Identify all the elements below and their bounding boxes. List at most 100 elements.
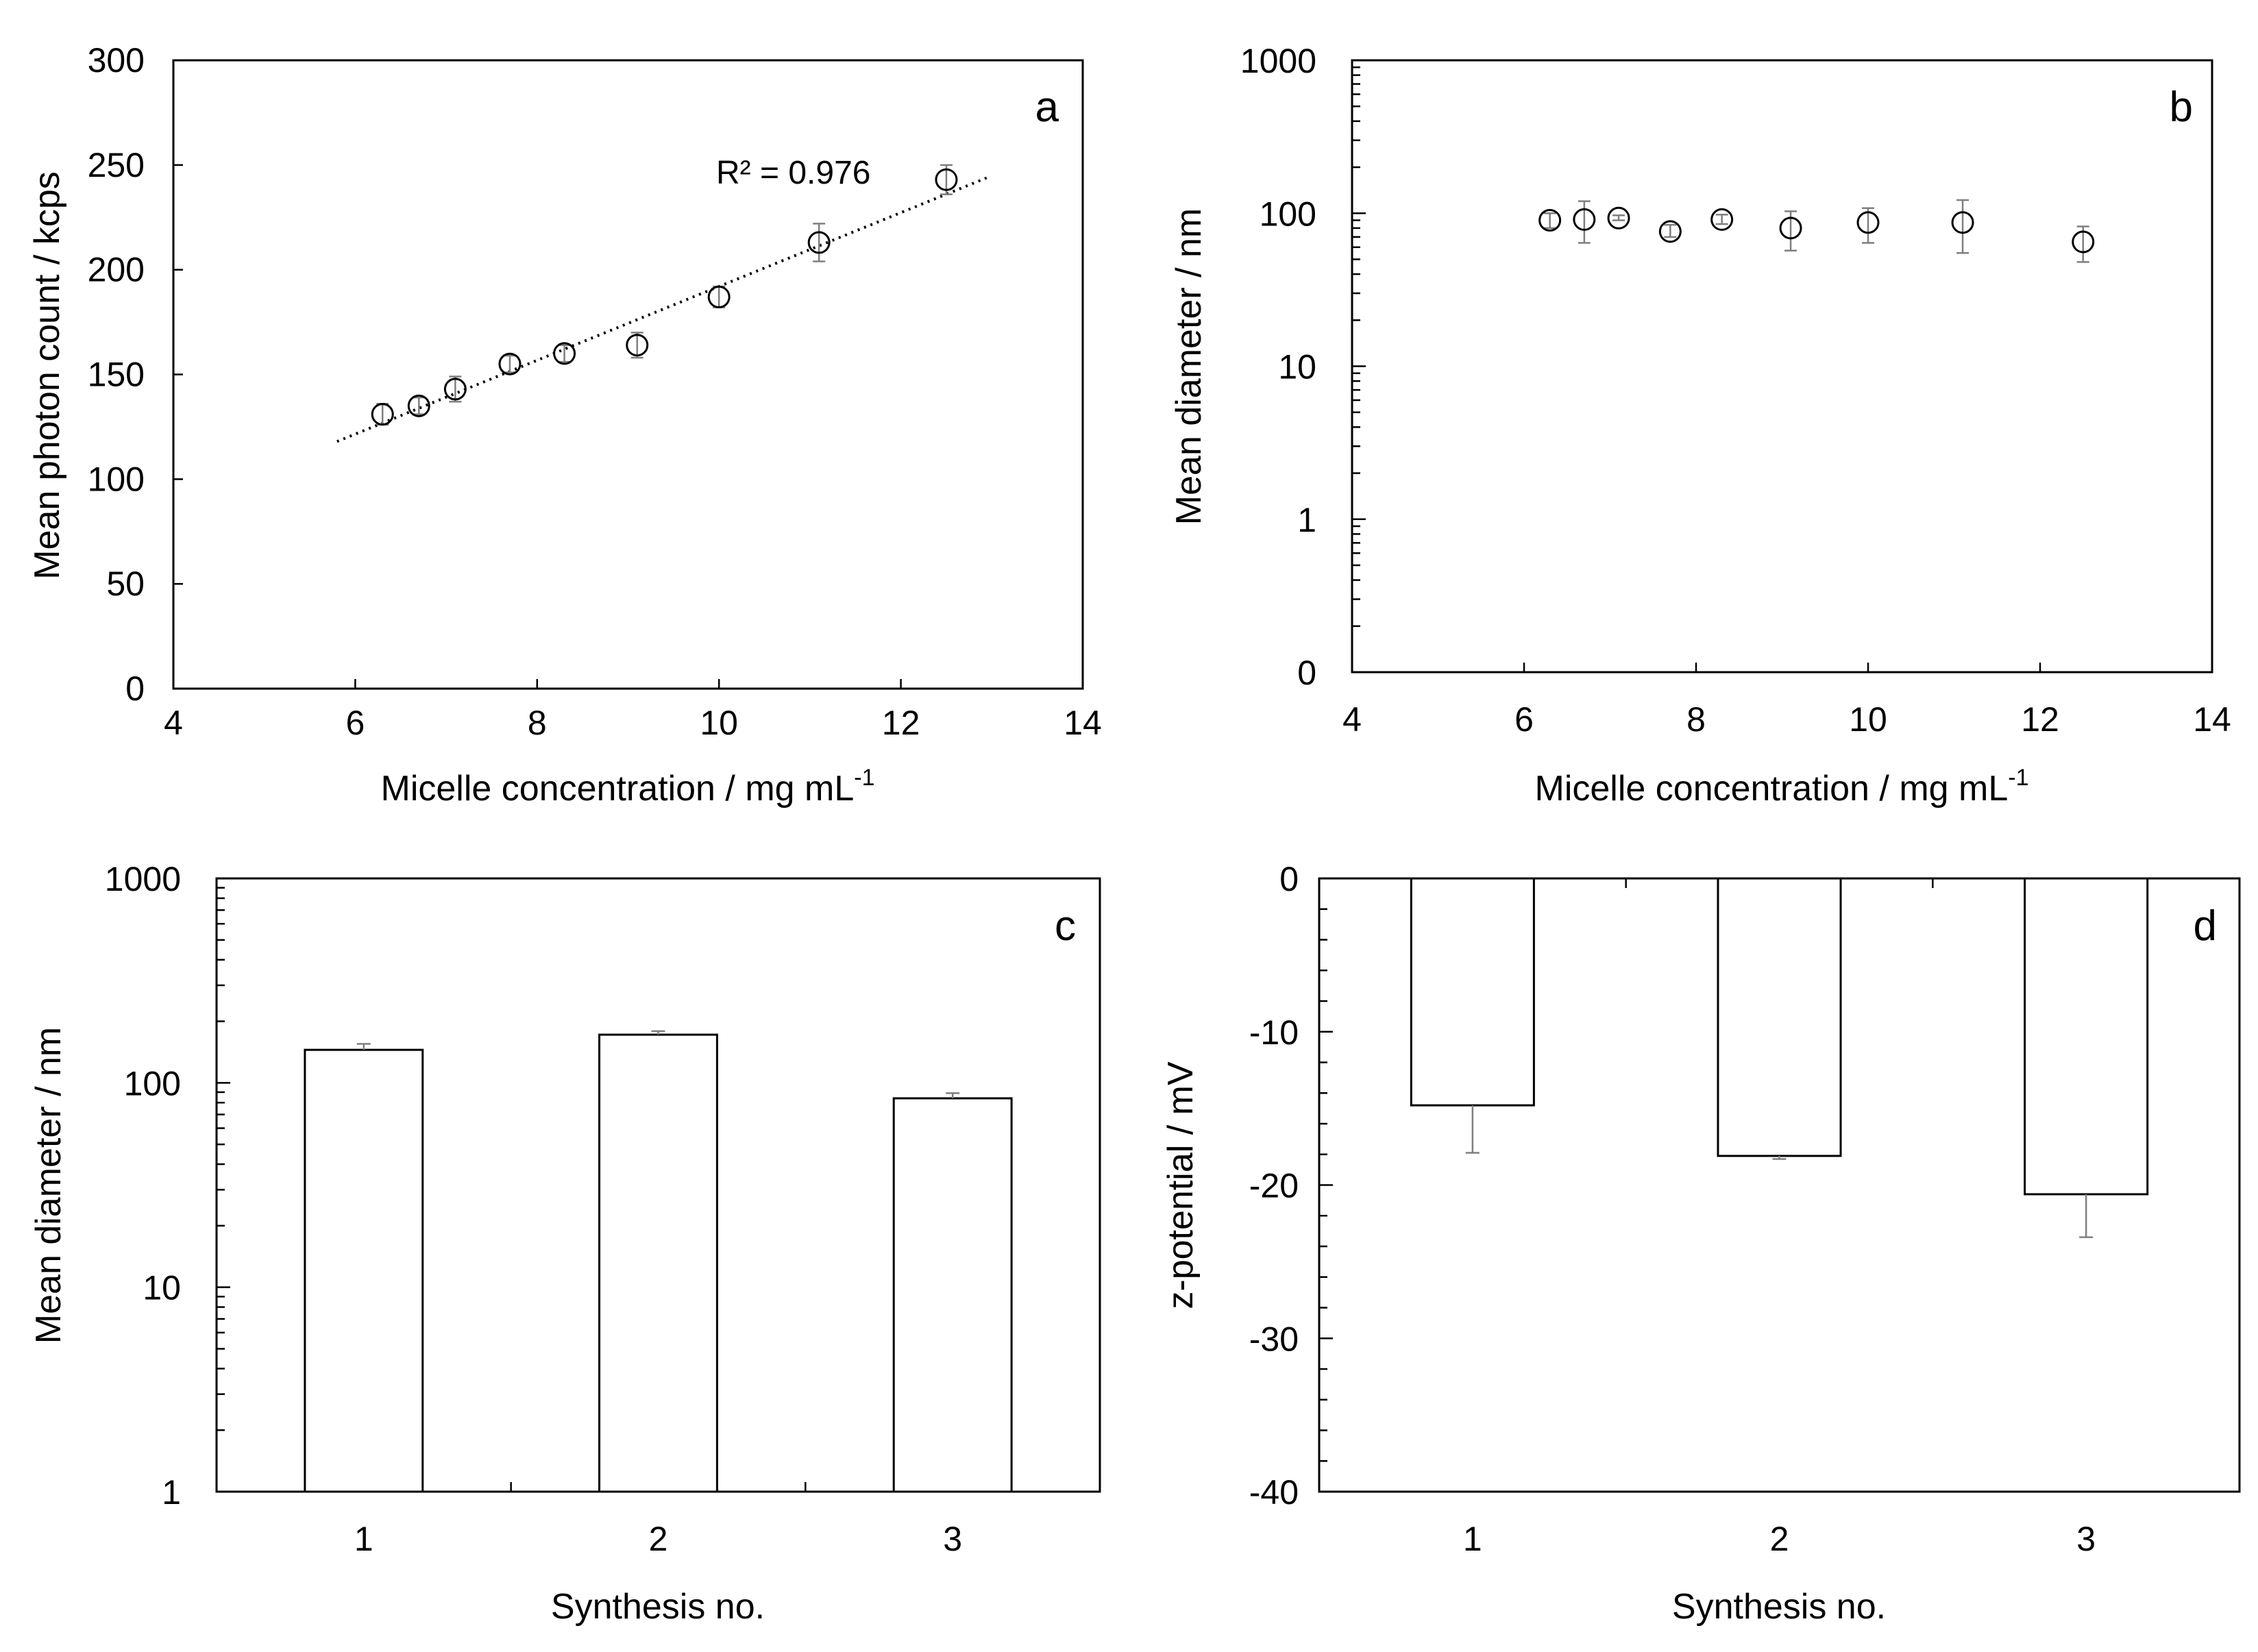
y-tick-label: 300 bbox=[88, 41, 145, 79]
x-tick-label: 6 bbox=[1514, 700, 1534, 739]
y-tick-label: 200 bbox=[88, 251, 145, 289]
panel-b-x-axis-label: Micelle concentration / mg mL-1 bbox=[1535, 765, 2029, 809]
panel-a-x-axis-label-sup: -1 bbox=[854, 765, 874, 791]
bar bbox=[304, 1048, 424, 1493]
data-point bbox=[935, 168, 958, 191]
data-point bbox=[626, 334, 649, 357]
panel-d: 0 -10 -20 -30 -40 1 2 3 d Synthesis no. z-pote… bbox=[1161, 860, 2241, 1627]
x-tick-label: 14 bbox=[1064, 704, 1102, 742]
panel-b-plot-frame bbox=[1351, 59, 2213, 674]
panel-a-y-ticks: 0 50 100 150 200 250 300 bbox=[88, 41, 183, 708]
panel-b-data-points bbox=[1538, 199, 2095, 263]
panel-d-y-ticks: 0 -10 -20 -30 -40 bbox=[1249, 860, 1333, 1512]
panel-a-plot-frame bbox=[172, 59, 1084, 690]
y-tick-label: -10 bbox=[1249, 1013, 1299, 1052]
x-tick-label: 4 bbox=[1342, 700, 1362, 739]
bar bbox=[1410, 877, 1535, 1107]
panel-a-r-squared-annotation: R² = 0.976 bbox=[716, 155, 870, 191]
trendline bbox=[336, 176, 988, 443]
panel-d-x-axis-label: Synthesis no. bbox=[1672, 1587, 1886, 1627]
data-point bbox=[1856, 211, 1880, 234]
panel-c-x-ticks: 1 2 3 bbox=[354, 1482, 962, 1558]
panel-c: 1 10 100 1000 1 2 3 c Synthesis no. Mean diam… bbox=[29, 860, 1101, 1627]
panel-c-y-axis-label: Mean diameter / nm bbox=[29, 1027, 69, 1344]
x-tick-label: 12 bbox=[2021, 700, 2059, 739]
y-tick-label: 250 bbox=[88, 146, 145, 184]
x-tick-label: 10 bbox=[700, 704, 738, 742]
data-point bbox=[1573, 208, 1596, 231]
y-tick-label: 0 bbox=[125, 669, 145, 708]
panel-d-letter: d bbox=[2194, 902, 2217, 950]
panel-b: 4 6 8 10 12 14 0 1 10 100 1000 b Micelle concentr… bbox=[1169, 42, 2231, 809]
bar bbox=[2024, 877, 2149, 1196]
data-point bbox=[498, 352, 521, 375]
x-tick-label: 8 bbox=[1686, 700, 1706, 739]
panel-d-x-ticks: 1 2 3 bbox=[1463, 878, 2096, 1558]
x-tick-label: 3 bbox=[943, 1520, 962, 1558]
y-tick-label: 10 bbox=[143, 1269, 181, 1307]
data-point bbox=[2072, 230, 2095, 254]
data-point bbox=[1658, 220, 1682, 243]
panel-c-bars bbox=[304, 1030, 1013, 1493]
data-point bbox=[407, 394, 430, 417]
panel-d-y-axis-label: z-potential / mV bbox=[1161, 1061, 1201, 1309]
x-tick-label: 8 bbox=[528, 704, 547, 742]
y-tick-label: -30 bbox=[1249, 1320, 1299, 1358]
panel-a-trend-group bbox=[336, 176, 988, 443]
y-tick-label: 1000 bbox=[105, 860, 181, 898]
y-tick-label: 10 bbox=[1278, 348, 1316, 386]
x-tick-label: 6 bbox=[345, 704, 365, 742]
panel-c-x-axis-label: Synthesis no. bbox=[551, 1587, 765, 1627]
panel-b-y-axis-label: Mean diameter / nm bbox=[1169, 208, 1209, 525]
x-tick-label: 12 bbox=[882, 704, 920, 742]
data-point bbox=[443, 378, 467, 401]
panel-b-y-ticks: 0 1 10 100 1000 bbox=[1240, 42, 1366, 692]
data-point bbox=[1538, 208, 1562, 232]
bar bbox=[892, 1097, 1013, 1493]
panel-a-x-axis-label: Micelle concentration / mg mL-1 bbox=[381, 765, 875, 809]
panel-b-x-axis-label-sup: -1 bbox=[2008, 765, 2028, 791]
x-tick-label: 3 bbox=[2076, 1520, 2096, 1558]
bar bbox=[598, 1033, 718, 1493]
data-point bbox=[371, 403, 394, 426]
data-point bbox=[807, 231, 831, 254]
panel-b-letter: b bbox=[2170, 84, 2193, 131]
panel-d-bars bbox=[1410, 877, 2149, 1238]
data-point bbox=[1951, 211, 1974, 234]
bar bbox=[1717, 877, 1842, 1157]
panel-a-x-ticks: 4 6 8 10 12 14 bbox=[164, 679, 1102, 742]
x-tick-label: 2 bbox=[649, 1520, 668, 1558]
y-tick-label: 1 bbox=[1297, 501, 1316, 539]
data-point bbox=[1779, 217, 1802, 240]
data-point bbox=[553, 342, 576, 365]
y-tick-label: 0 bbox=[1279, 860, 1299, 898]
y-tick-label: 100 bbox=[124, 1064, 181, 1102]
y-tick-label: 150 bbox=[88, 356, 145, 394]
x-tick-label: 1 bbox=[354, 1520, 373, 1558]
y-tick-label: 50 bbox=[106, 565, 145, 603]
y-tick-label: 100 bbox=[88, 460, 145, 498]
x-tick-label: 2 bbox=[1770, 1520, 1789, 1558]
x-tick-label: 1 bbox=[1463, 1520, 1482, 1558]
panel-c-y-ticks: 1 10 100 1000 bbox=[105, 860, 230, 1512]
x-tick-label: 14 bbox=[2193, 700, 2231, 739]
panel-a-letter: a bbox=[1035, 84, 1059, 131]
data-point bbox=[1607, 206, 1630, 230]
panel-b-x-axis-label-main: Micelle concentration / mg mL bbox=[1535, 769, 2009, 809]
panel-b-x-ticks: 4 6 8 10 12 14 bbox=[1342, 663, 2231, 739]
y-tick-label: 1000 bbox=[1240, 42, 1316, 80]
y-tick-label: 0 bbox=[1297, 654, 1316, 692]
panel-a-y-axis-label: Mean photon count / kcps bbox=[27, 171, 67, 580]
data-point bbox=[707, 285, 731, 308]
y-tick-label: 1 bbox=[162, 1473, 181, 1512]
y-tick-label: 100 bbox=[1260, 195, 1316, 233]
data-point bbox=[1710, 208, 1734, 231]
x-tick-label: 10 bbox=[1849, 700, 1887, 739]
panel-a-data-points bbox=[371, 164, 958, 426]
y-tick-label: -20 bbox=[1249, 1167, 1299, 1205]
panel-c-letter: c bbox=[1055, 902, 1076, 950]
panel-a: 4 6 8 10 12 14 0 50 100 150 200 250 300 a R² = 0.97… bbox=[27, 41, 1102, 809]
y-tick-label: -40 bbox=[1249, 1473, 1299, 1512]
panel-a-x-axis-label-main: Micelle concentration / mg mL bbox=[381, 769, 855, 809]
